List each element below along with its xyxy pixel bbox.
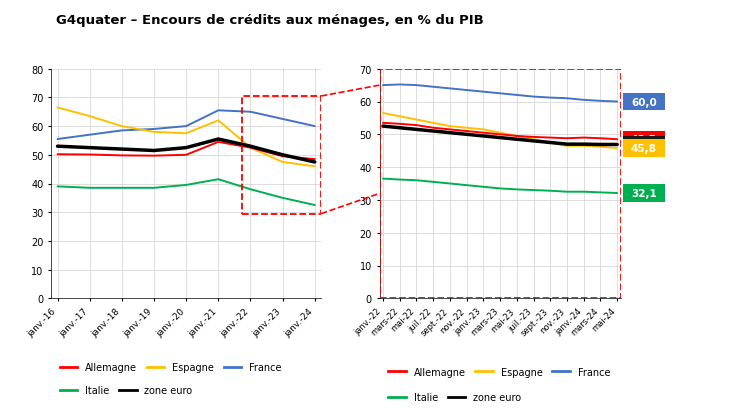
Text: 45,8: 45,8 [631,144,657,154]
Text: 60,0: 60,0 [631,97,657,107]
Legend: Italie, zone euro: Italie, zone euro [385,388,525,406]
Text: 46,9: 46,9 [631,140,657,150]
Text: 32,1: 32,1 [631,189,657,198]
Legend: Italie, zone euro: Italie, zone euro [56,381,196,399]
Text: G4quater – Encours de crédits aux ménages, en % du PIB: G4quater – Encours de crédits aux ménage… [56,14,484,27]
Bar [242,97,321,214]
Text: 48,5: 48,5 [631,135,657,145]
